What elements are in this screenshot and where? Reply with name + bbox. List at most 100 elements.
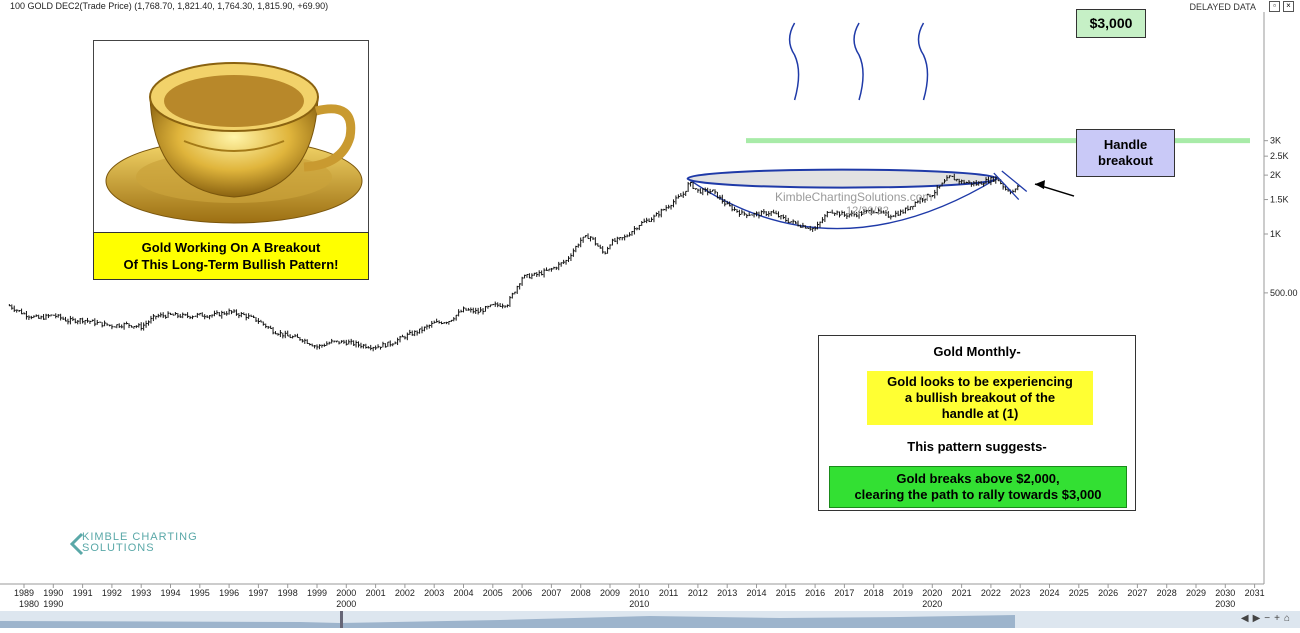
- handle-channel: [993, 170, 1028, 201]
- decade-axis: 1980 1990 2000 2010 2020 2030: [19, 599, 1235, 609]
- steam-line-1: [853, 22, 864, 101]
- close-icon[interactable]: ×: [1283, 1, 1294, 12]
- logo-line-2: SOLUTIONS: [82, 542, 155, 554]
- photo-caption-line-2: Of This Long-Term Bullish Pattern!: [123, 257, 339, 272]
- info-target-line-2: clearing the path to rally towards $3,00…: [854, 487, 1102, 502]
- photo-caption-line-1: Gold Working On A Breakout: [141, 240, 321, 255]
- decade-label-2: 2000: [336, 599, 356, 609]
- info-highlight: Gold looks to be experiencing a bullish …: [867, 371, 1093, 425]
- decade-label-1: 1990: [43, 599, 63, 609]
- x-tick-label-14: 2003: [424, 588, 444, 598]
- cup-bowl: [687, 177, 998, 230]
- x-tick-label-33: 2022: [981, 588, 1001, 598]
- x-tick-label-0: 1989: [14, 588, 34, 598]
- y-tick-label-5: 3K: [1270, 136, 1281, 146]
- cup-rim: [686, 168, 998, 189]
- navigator-bar[interactable]: [0, 611, 1300, 628]
- arrow-head: [1034, 180, 1045, 190]
- logo-chevron-icon: [70, 532, 84, 556]
- x-tick-label-30: 2019: [893, 588, 913, 598]
- x-tick-label-3: 1992: [102, 588, 122, 598]
- info-panel: Gold Monthly- Gold looks to be experienc…: [818, 335, 1136, 511]
- x-tick-label-29: 2018: [864, 588, 884, 598]
- x-tick-label-26: 2015: [776, 588, 796, 598]
- watermark: KimbleChartingSolutions.com: [775, 190, 933, 204]
- x-tick-label-25: 2014: [746, 588, 766, 598]
- x-tick-label-24: 2013: [717, 588, 737, 598]
- x-tick-label-27: 2016: [805, 588, 825, 598]
- x-tick-label-38: 2027: [1127, 588, 1147, 598]
- restore-icon[interactable]: ▫: [1269, 1, 1280, 12]
- x-tick-label-36: 2025: [1069, 588, 1089, 598]
- x-tick-label-6: 1995: [190, 588, 210, 598]
- x-tick-label-8: 1997: [248, 588, 268, 598]
- x-tick-label-41: 2030: [1215, 588, 1235, 598]
- x-tick-label-31: 2020: [922, 588, 942, 598]
- x-tick-label-23: 2012: [688, 588, 708, 598]
- x-tick-label-39: 2028: [1157, 588, 1177, 598]
- prev-icon[interactable]: ◀: [1240, 613, 1253, 624]
- next-icon[interactable]: ▶: [1252, 613, 1265, 624]
- window-controls: ▫ ×: [1269, 1, 1294, 12]
- x-tick-label-42: 2031: [1245, 588, 1265, 598]
- steam-line-2: [917, 22, 929, 101]
- y-tick-label-2: 1.5K: [1270, 195, 1289, 205]
- x-tick-label-5: 1994: [160, 588, 180, 598]
- navigator-controls[interactable]: ◀▶−+⌂: [1241, 613, 1294, 624]
- y-tick-label-0: 500.00: [1270, 288, 1298, 298]
- x-tick-label-40: 2029: [1186, 588, 1206, 598]
- zoom-out-icon[interactable]: −: [1264, 613, 1275, 624]
- target-label: $3,000: [1076, 9, 1146, 38]
- x-tick-label-4: 1993: [131, 588, 151, 598]
- x-tick-label-28: 2017: [834, 588, 854, 598]
- x-tick-label-37: 2026: [1098, 588, 1118, 598]
- price-series: [8, 173, 1020, 352]
- x-tick-label-10: 1999: [307, 588, 327, 598]
- x-tick-label-7: 1996: [219, 588, 239, 598]
- x-tick-label-15: 2004: [453, 588, 473, 598]
- info-highlight-line-3: handle at (1): [941, 406, 1019, 421]
- y-tick-label-3: 2K: [1270, 170, 1281, 180]
- info-title: Gold Monthly-: [933, 344, 1021, 359]
- zoom-in-icon[interactable]: +: [1274, 613, 1284, 624]
- x-tick-label-20: 2009: [600, 588, 620, 598]
- x-tick-label-34: 2023: [1010, 588, 1030, 598]
- symbol-line: 100 GOLD DEC2(Trade Price) (1,768.70, 1,…: [10, 1, 329, 11]
- handle-line-upper: [1001, 170, 1028, 192]
- x-axis: 1989 1990 1991 1992 1993 1994 1995 1996 1997 1998…: [14, 584, 1265, 598]
- info-target-line-1: Gold breaks above $2,000,: [896, 471, 1060, 486]
- reset-icon[interactable]: ⌂: [1283, 613, 1294, 624]
- x-tick-label-13: 2002: [395, 588, 415, 598]
- handle-label-line-2: breakout: [1098, 153, 1153, 168]
- info-subtitle: This pattern suggests-: [907, 439, 1047, 454]
- kimble-logo: KIMBLE CHARTING SOLUTIONS: [70, 530, 212, 558]
- x-tick-label-11: 2000: [336, 588, 356, 598]
- navigator-sparkline: [0, 611, 1015, 628]
- photo-caption: Gold Working On A Breakout Of This Long-…: [93, 232, 369, 280]
- handle-label-line-1: Handle: [1103, 137, 1148, 152]
- x-tick-label-16: 2005: [483, 588, 503, 598]
- x-tick-label-18: 2007: [541, 588, 561, 598]
- y-tick-label-1: 1K: [1270, 229, 1281, 239]
- decade-label-4: 2020: [922, 599, 942, 609]
- gold-teacup-image: [105, 62, 363, 224]
- x-tick-label-2: 1991: [73, 588, 93, 598]
- info-highlight-line-1: Gold looks to be experiencing: [887, 374, 1073, 389]
- x-tick-label-1: 1990: [43, 588, 63, 598]
- x-tick-label-21: 2010: [629, 588, 649, 598]
- steam-line-0: [788, 22, 800, 101]
- decade-label-0: 1980: [19, 599, 39, 609]
- decade-label-3: 2010: [629, 599, 649, 609]
- y-axis: 500.00 1K 1.5K 2K 2.5K 3K: [1264, 136, 1298, 298]
- x-tick-label-12: 2001: [366, 588, 386, 598]
- x-tick-label-22: 2011: [659, 588, 678, 598]
- handle-breakout-label: Handle breakout: [1076, 129, 1175, 177]
- x-tick-label-9: 1998: [278, 588, 298, 598]
- y-tick-label-4: 2.5K: [1270, 151, 1289, 161]
- x-tick-label-32: 2021: [952, 588, 972, 598]
- logo-line-1: KIMBLE CHARTING: [82, 531, 198, 543]
- info-highlight-line-2: a bullish breakout of the: [904, 390, 1056, 405]
- steam-lines: [788, 22, 929, 101]
- delayed-data-label: DELAYED DATA: [1189, 2, 1256, 12]
